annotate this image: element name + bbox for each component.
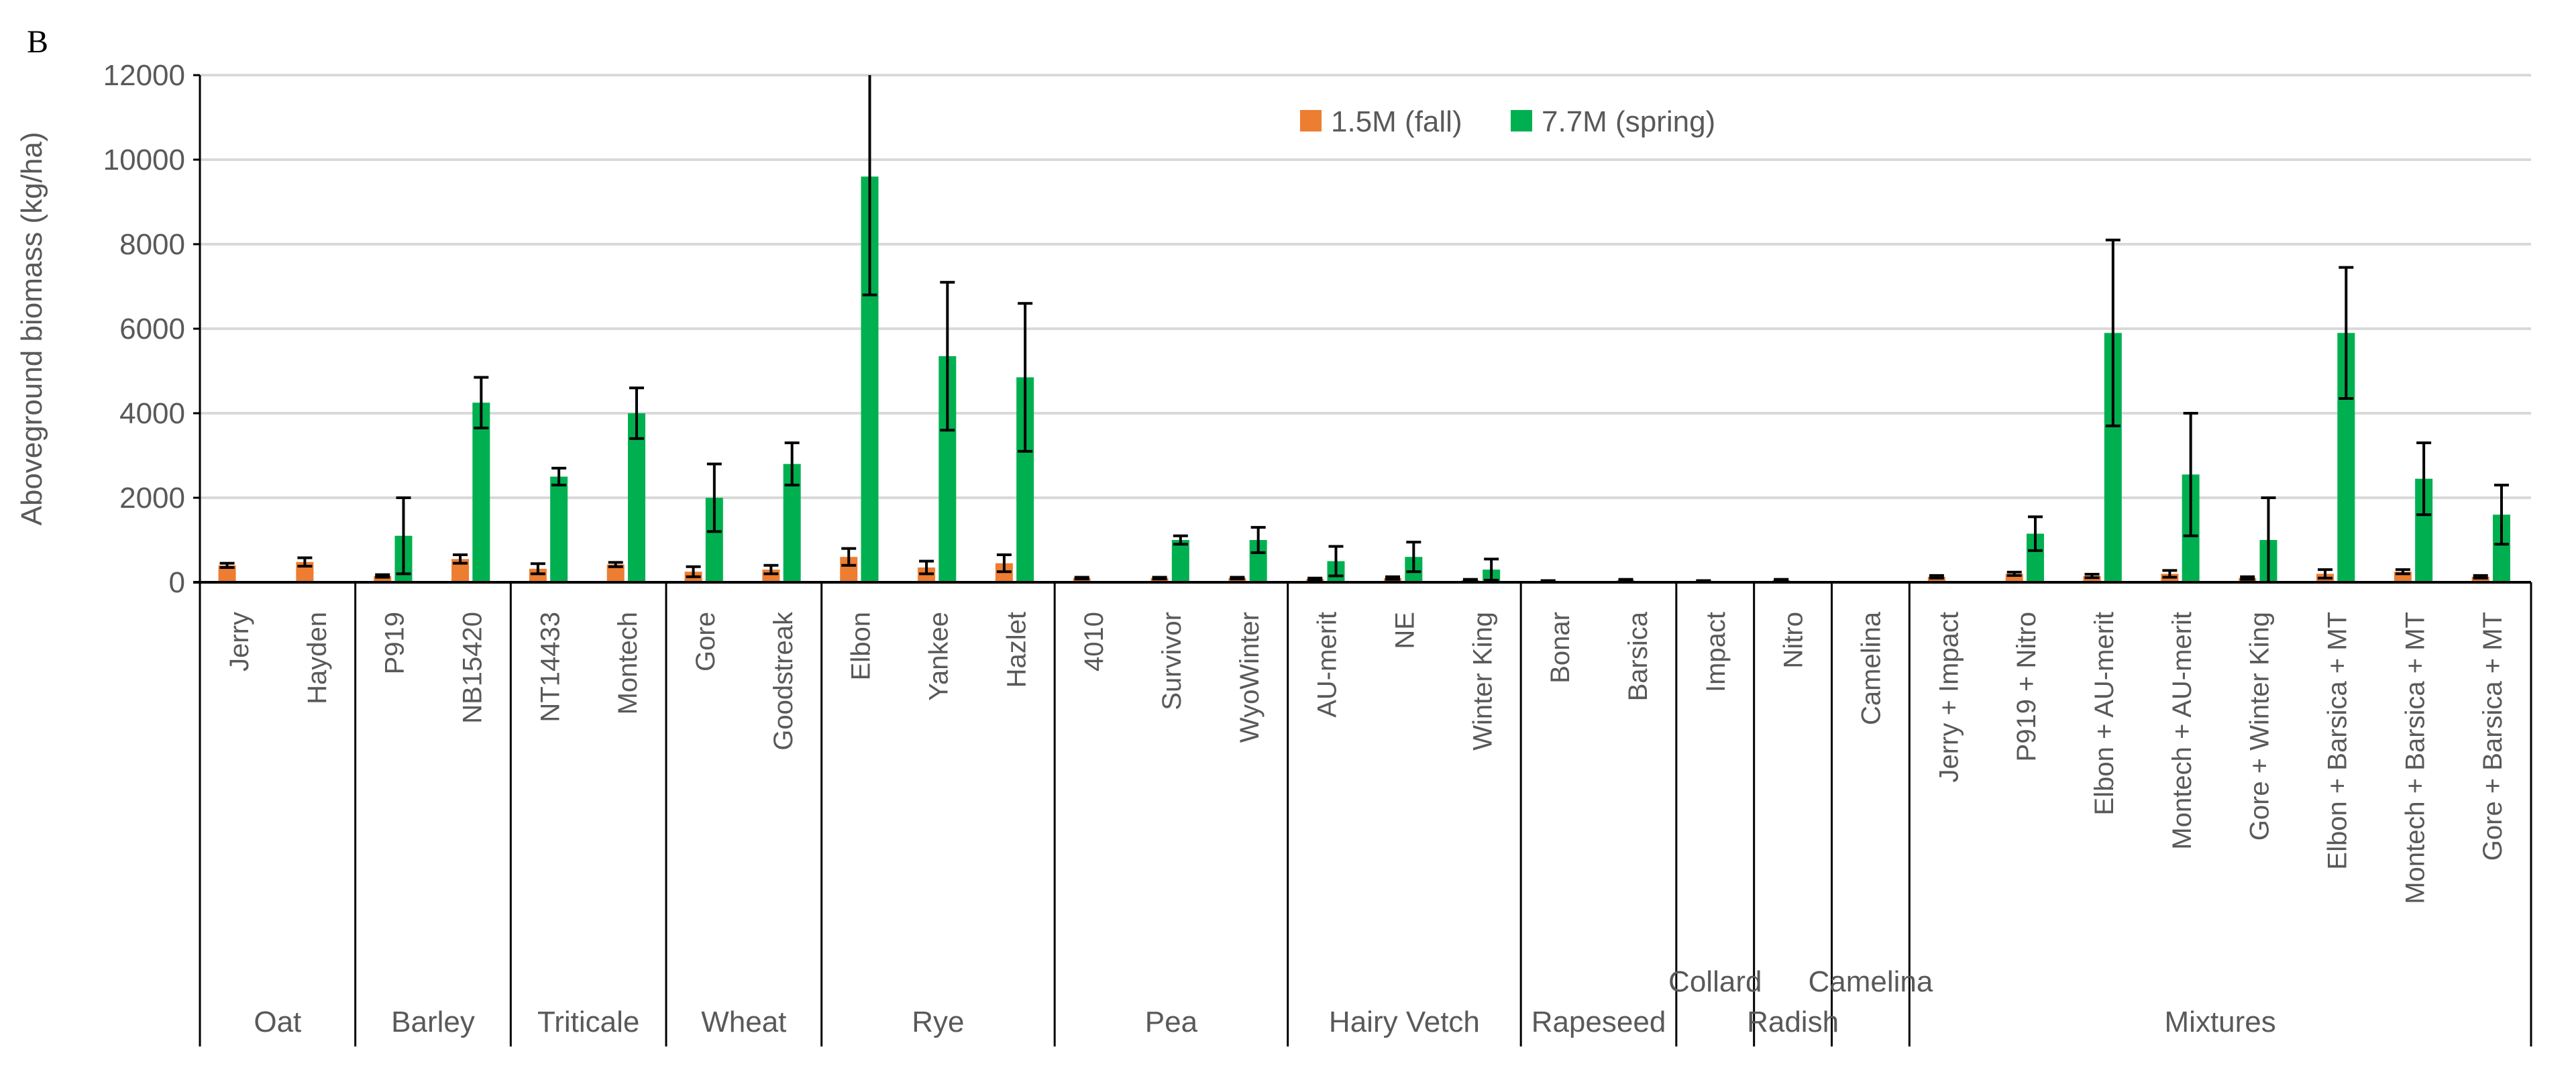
category-label: Yankee — [924, 612, 953, 701]
category-label: Goodstreak — [769, 611, 798, 751]
legend: 1.5M (fall) 7.7M (spring) — [1300, 105, 1715, 138]
category-labels: Jerry Hayden Oat P919 NB15420 Barley NT14433 Mo… — [225, 611, 2508, 1038]
panel-label: B — [27, 24, 48, 60]
category-label: Elbon + AU-merit — [2090, 612, 2119, 815]
category-label: Montech + AU-merit — [2167, 612, 2197, 850]
legend-label-spring: 7.7M (spring) — [1542, 105, 1715, 138]
group-label: Pea — [1145, 1006, 1198, 1038]
y-tick-label: 2000 — [119, 482, 185, 515]
y-tick-labels: 0 2000 4000 6000 8000 10000 12000 — [103, 59, 200, 599]
category-label: AU-merit — [1313, 612, 1342, 718]
y-tick-label: 10000 — [103, 144, 185, 176]
legend-swatch-spring — [1511, 110, 1532, 131]
group-label: Barley — [391, 1006, 475, 1038]
group-label: Wheat — [701, 1006, 786, 1038]
bars — [218, 75, 2510, 584]
group-label: Mixtures — [2165, 1006, 2276, 1038]
category-label: Montech — [613, 612, 643, 714]
y-tick-label: 6000 — [119, 313, 185, 345]
bar-fall — [374, 576, 392, 582]
category-label: Nitro — [1779, 612, 1809, 668]
category-label: P919 + Nitro — [2012, 612, 2041, 761]
category-label: Gore — [691, 612, 720, 671]
category-label: NE — [1390, 612, 1419, 649]
bar-fall — [2083, 576, 2101, 582]
legend-label-fall: 1.5M (fall) — [1331, 105, 1462, 138]
y-tick-label: 0 — [169, 566, 185, 599]
bar-spring — [550, 476, 568, 582]
bar-fall — [529, 568, 547, 582]
category-label: Winter King — [1468, 612, 1497, 751]
category-label: NT14433 — [535, 612, 565, 722]
category-label: P919 — [380, 612, 410, 674]
group-label: Hairy Vetch — [1329, 1006, 1480, 1038]
category-label: Bonar — [1546, 612, 1575, 684]
category-label: Gore + Barsica + MT — [2478, 612, 2508, 861]
category-label: Gore + Winter King — [2245, 612, 2275, 841]
category-label: Elbon — [847, 612, 876, 680]
axes — [193, 75, 2532, 1046]
bar-spring — [472, 402, 490, 582]
group-label: Camelina — [1808, 965, 1933, 998]
bar-spring — [627, 413, 645, 582]
category-label: WyoWinter — [1235, 612, 1265, 743]
group-label: Rye — [912, 1006, 964, 1038]
y-tick-label: 4000 — [119, 397, 185, 430]
y-tick-label: 8000 — [119, 228, 185, 261]
group-label: Oat — [254, 1006, 301, 1038]
category-label: Montech + Barsica + MT — [2400, 612, 2430, 904]
group-label: Triticale — [537, 1006, 639, 1038]
category-label: 4010 — [1079, 612, 1109, 671]
category-label: NB15420 — [458, 612, 487, 724]
category-label: Jerry — [225, 612, 254, 671]
category-label: Hayden — [303, 612, 332, 704]
group-label: Collard — [1668, 965, 1762, 998]
bar-fall — [2471, 576, 2489, 582]
category-label: Survivor — [1157, 612, 1187, 710]
category-label: Elbon + Barsica + MT — [2322, 612, 2352, 870]
y-axis-label: Aboveground biomass (kg/ha) — [15, 132, 48, 526]
group-label: Radish — [1747, 1006, 1839, 1038]
gridlines — [200, 74, 2531, 499]
category-label: Camelina — [1856, 611, 1886, 725]
legend-swatch-fall — [1300, 110, 1322, 131]
category-label: Jerry + Impact — [1934, 612, 1964, 783]
category-label: Barsica — [1623, 611, 1653, 701]
category-label: Impact — [1701, 612, 1731, 692]
category-label: Hazlet — [1002, 612, 1031, 688]
y-tick-label: 12000 — [103, 59, 185, 92]
group-label: Rapeseed — [1532, 1006, 1666, 1038]
bar-fall — [1927, 576, 1945, 582]
bar-spring — [1171, 540, 1189, 582]
